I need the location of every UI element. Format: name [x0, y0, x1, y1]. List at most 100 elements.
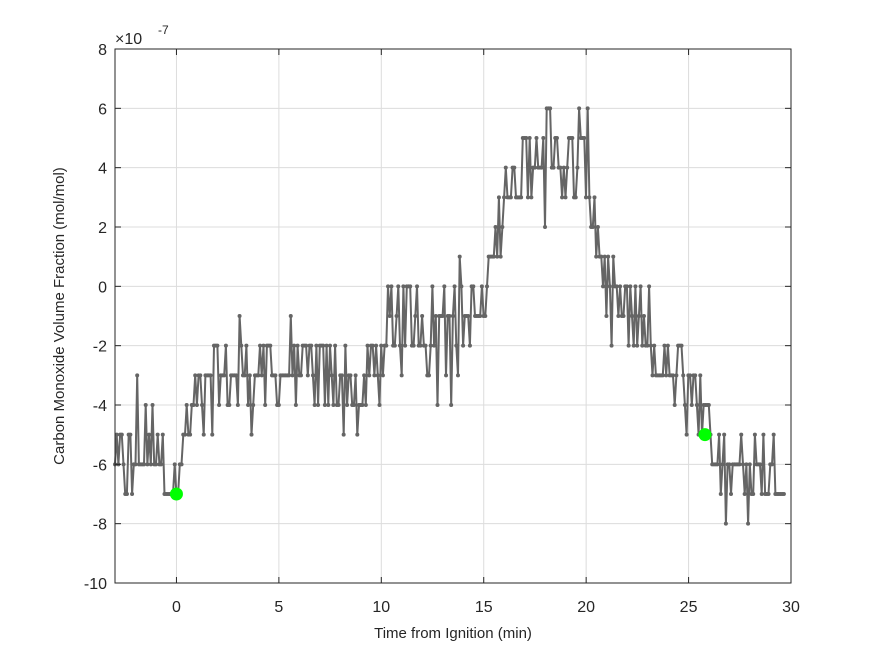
y-tick-label: -2 [93, 339, 107, 356]
data-point [295, 343, 300, 348]
data-point [365, 343, 370, 348]
x-tick-label: 5 [274, 599, 283, 616]
data-point [324, 343, 329, 348]
data-point [641, 314, 646, 318]
data-point [583, 195, 588, 200]
data-point [751, 492, 756, 496]
data-point [769, 462, 774, 467]
data-point [737, 462, 742, 467]
data-point [628, 284, 633, 289]
data-point [688, 373, 693, 378]
y-tick-label: -4 [93, 398, 107, 415]
data-point [664, 373, 669, 378]
data-point [343, 343, 348, 348]
data-point [548, 106, 553, 111]
x-tick-label: 15 [475, 599, 493, 616]
data-point [682, 403, 687, 407]
data-point [200, 403, 205, 407]
data-point [493, 225, 498, 229]
data-point [160, 432, 165, 437]
data-point [310, 373, 315, 378]
data-point [150, 403, 155, 407]
data-point [503, 165, 508, 170]
data-point [184, 403, 189, 407]
data-point [660, 373, 665, 378]
data-point [604, 314, 609, 318]
data-point [331, 403, 336, 407]
data-point [582, 136, 587, 140]
data-point [415, 284, 420, 289]
y-tick-labels: -10 -8 -6 -4 -2 0 2 4 6 8 [84, 42, 107, 593]
data-point [534, 136, 539, 140]
data-point [246, 403, 251, 407]
data-point [717, 432, 722, 437]
data-point [640, 343, 645, 348]
data-point [411, 343, 416, 348]
data-point [432, 343, 437, 348]
data-point [742, 492, 747, 496]
data-point [722, 432, 727, 437]
data-point [223, 343, 228, 348]
data-point [447, 314, 452, 318]
data-point [679, 343, 684, 348]
data-point [259, 373, 264, 378]
data-point [729, 492, 734, 496]
data-point [723, 521, 728, 526]
data-point [188, 432, 193, 437]
data-point [681, 373, 686, 378]
data-point [130, 492, 135, 496]
data-point [457, 254, 462, 259]
data-point [249, 432, 254, 437]
data-point [648, 343, 653, 348]
data-point [529, 195, 534, 200]
data-point [592, 195, 597, 200]
data-point [618, 284, 623, 289]
data-point [635, 343, 640, 348]
data-point [585, 106, 590, 111]
data-point [739, 432, 744, 437]
data-point [380, 373, 385, 378]
data-point [314, 343, 319, 348]
data-point [455, 373, 460, 378]
data-point [672, 403, 677, 407]
data-point [351, 403, 356, 407]
x-axis-label: Time from Ignition (min) [374, 625, 532, 642]
data-point [740, 462, 745, 467]
data-point [519, 195, 524, 200]
data-point [433, 314, 438, 318]
data-point [479, 284, 484, 289]
y-tick-label: 2 [98, 220, 107, 237]
data-point [638, 284, 643, 289]
y-exponent-power: -7 [158, 23, 169, 37]
data-point [594, 254, 599, 259]
data-point [341, 432, 346, 437]
data-point [563, 195, 568, 200]
data-point [312, 403, 317, 407]
data-point [304, 343, 309, 348]
data-point [444, 373, 449, 378]
data-point [201, 432, 206, 437]
data-point [442, 284, 447, 289]
x-tick-label: 20 [577, 599, 595, 616]
data-point [396, 284, 401, 289]
data-point [561, 165, 566, 170]
data-point [261, 343, 266, 348]
data-point [744, 462, 749, 467]
data-point [333, 343, 338, 348]
data-point [370, 343, 375, 348]
data-point [143, 403, 148, 407]
data-point [590, 225, 595, 229]
y-exponent-base: ×10 [115, 31, 142, 48]
data-point [329, 373, 334, 378]
data-point [484, 284, 489, 289]
data-point [394, 314, 399, 318]
y-tick-label: 8 [98, 42, 107, 59]
data-point [121, 462, 126, 467]
data-point [362, 373, 367, 378]
data-point [609, 343, 614, 348]
data-point [524, 136, 529, 140]
data-point [630, 314, 635, 318]
data-point [363, 403, 368, 407]
